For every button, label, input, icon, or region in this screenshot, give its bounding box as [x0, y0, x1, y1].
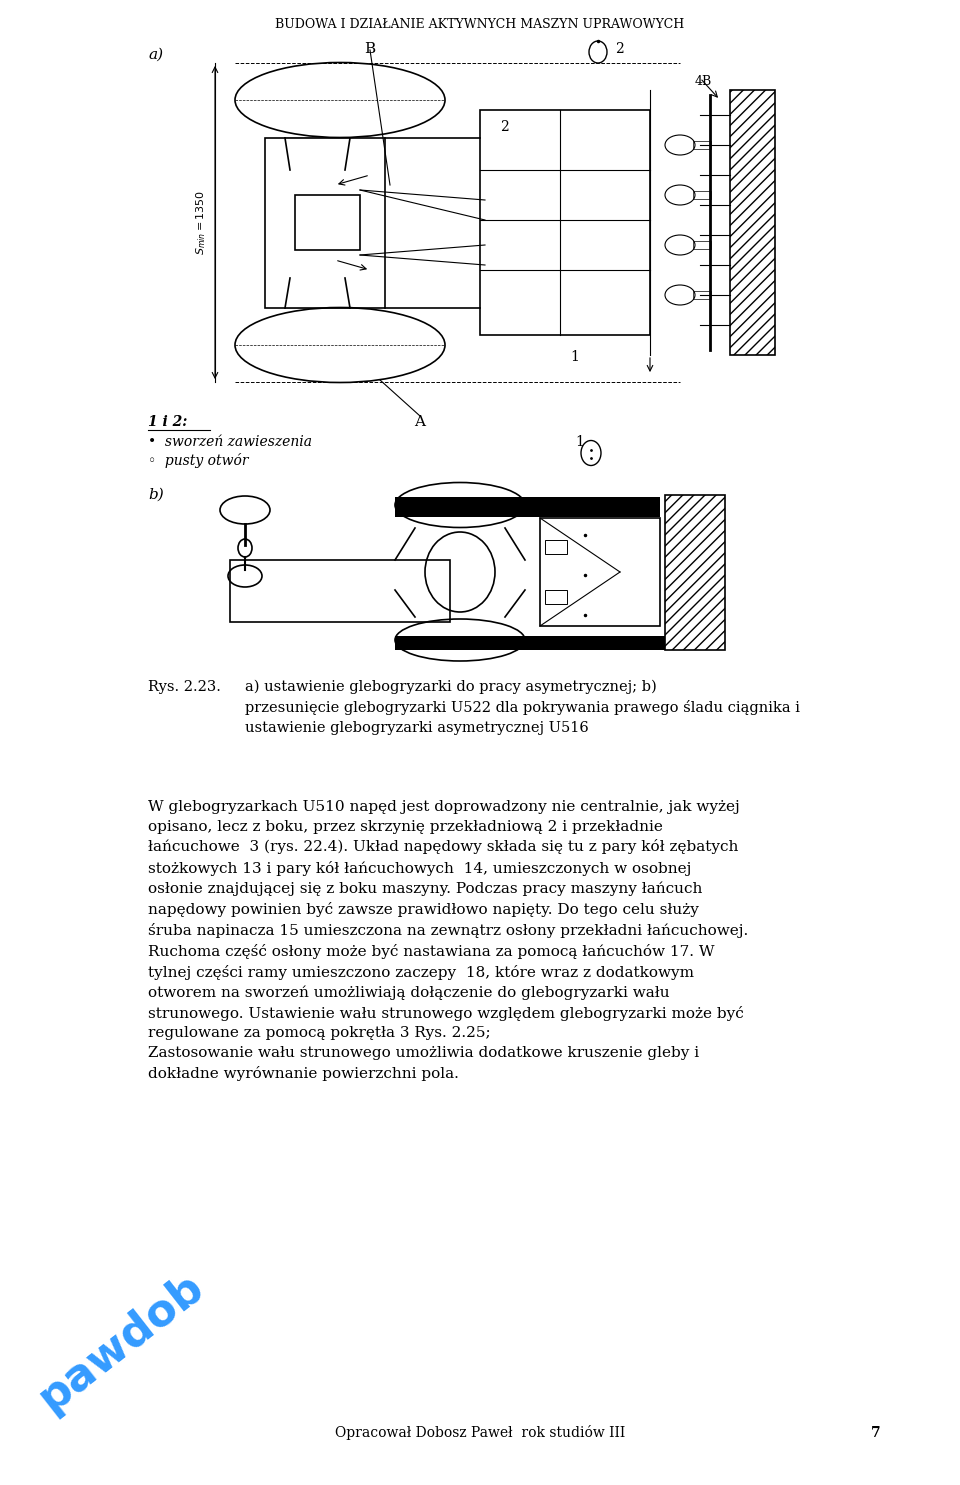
Bar: [395, 636, 665, 650]
Text: 2: 2: [500, 120, 509, 134]
Text: B: B: [365, 42, 375, 56]
Text: Opracował Dobosz Paweł  rok studiów III: Opracował Dobosz Paweł rok studiów III: [335, 1426, 625, 1440]
Text: W glebogryzarkach U510 napęd jest doprowadzony nie centralnie, jak wyżej
opisano: W glebogryzarkach U510 napęd jest doprow…: [148, 800, 748, 1081]
Text: Rys. 2.23.: Rys. 2.23.: [148, 680, 221, 693]
Text: a) ustawienie glebogryzarki do pracy asymetrycznej; b)
przesunięcie glebogryzark: a) ustawienie glebogryzarki do pracy asy…: [245, 680, 800, 735]
Text: 4B: 4B: [695, 76, 712, 88]
Text: 1: 1: [570, 350, 579, 364]
Bar: [693, 192, 711, 199]
Text: ◦  pusty otwór: ◦ pusty otwór: [148, 453, 249, 468]
Bar: [693, 241, 711, 249]
Bar: [265, 138, 385, 307]
Bar: [693, 291, 711, 298]
Bar: [230, 560, 450, 622]
Text: b): b): [148, 489, 164, 502]
Polygon shape: [285, 138, 350, 169]
Text: 1: 1: [575, 435, 584, 448]
Bar: [395, 497, 660, 517]
Text: $S_{min}=1350$: $S_{min}=1350$: [194, 190, 208, 254]
Text: A: A: [415, 414, 425, 429]
Bar: [730, 91, 775, 355]
Bar: [295, 195, 360, 249]
Bar: [545, 541, 567, 554]
Polygon shape: [285, 278, 350, 307]
Bar: [693, 141, 711, 148]
Bar: [480, 110, 650, 336]
Text: 2: 2: [615, 42, 624, 56]
Text: 7: 7: [871, 1426, 880, 1440]
Bar: [665, 495, 725, 650]
Text: •  sworzeń zawieszenia: • sworzeń zawieszenia: [148, 435, 312, 448]
Text: BUDOWA I DZIAŁANIE AKTYWNYCH MASZYN UPRAWOWYCH: BUDOWA I DZIAŁANIE AKTYWNYCH MASZYN UPRA…: [276, 18, 684, 31]
Text: pawdob: pawdob: [30, 1265, 212, 1420]
Bar: [540, 518, 660, 627]
Text: 1 i 2:: 1 i 2:: [148, 414, 187, 429]
Text: a): a): [148, 48, 163, 62]
Bar: [545, 590, 567, 604]
